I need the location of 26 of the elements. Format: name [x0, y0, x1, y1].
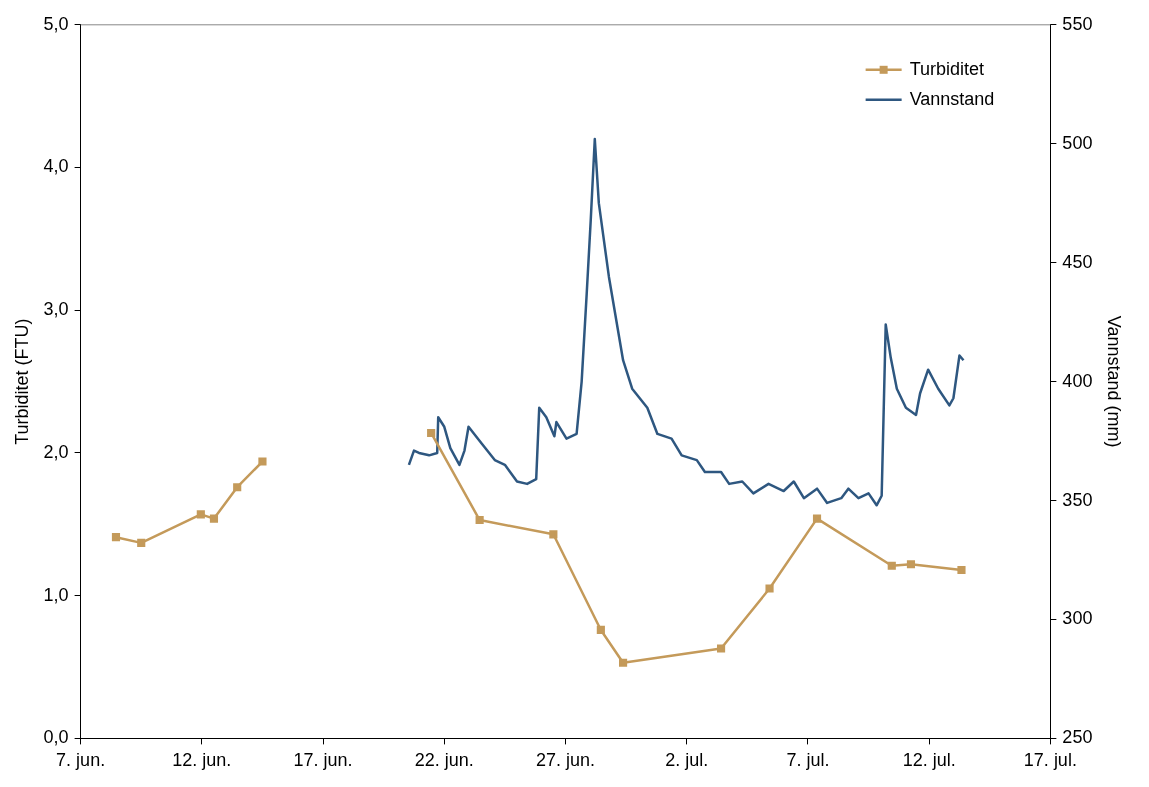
y2-tick-label: 300 — [1062, 608, 1093, 629]
x-tick-label: 2. jul. — [665, 750, 709, 771]
y-tick-label: 0,0 — [43, 727, 69, 748]
x-tick-label: 12. jul. — [902, 750, 956, 771]
x-tick-label: 7. jun. — [56, 750, 106, 771]
y-tick-label: 2,0 — [43, 441, 69, 462]
y2-tick-label: 550 — [1062, 13, 1093, 34]
y2-tick-label: 350 — [1062, 489, 1093, 510]
legend-label: Vannstand — [909, 88, 995, 109]
y2-tick-label: 500 — [1062, 132, 1093, 153]
y2-tick-label: 400 — [1062, 370, 1093, 391]
y-tick-label: 1,0 — [43, 584, 69, 605]
x-tick-label: 17. jul. — [1023, 750, 1077, 771]
x-tick-label: 17. jun. — [293, 750, 353, 771]
legend-label: Turbiditet — [909, 58, 985, 79]
y2-axis-title: Vannstand (mm) — [1104, 315, 1125, 448]
y-tick-label: 5,0 — [43, 13, 69, 34]
y-tick-label: 3,0 — [43, 299, 69, 320]
y-axis-title: Turbiditet (FTU) — [11, 318, 32, 445]
y-tick-label: 4,0 — [43, 156, 69, 177]
x-tick-label: 22. jun. — [414, 750, 474, 771]
x-tick-label: 27. jun. — [535, 750, 596, 771]
x-tick-label: 12. jun. — [172, 750, 232, 771]
y2-tick-label: 450 — [1062, 251, 1093, 272]
y2-tick-label: 250 — [1062, 727, 1093, 748]
x-tick-label: 7. jul. — [786, 750, 830, 771]
